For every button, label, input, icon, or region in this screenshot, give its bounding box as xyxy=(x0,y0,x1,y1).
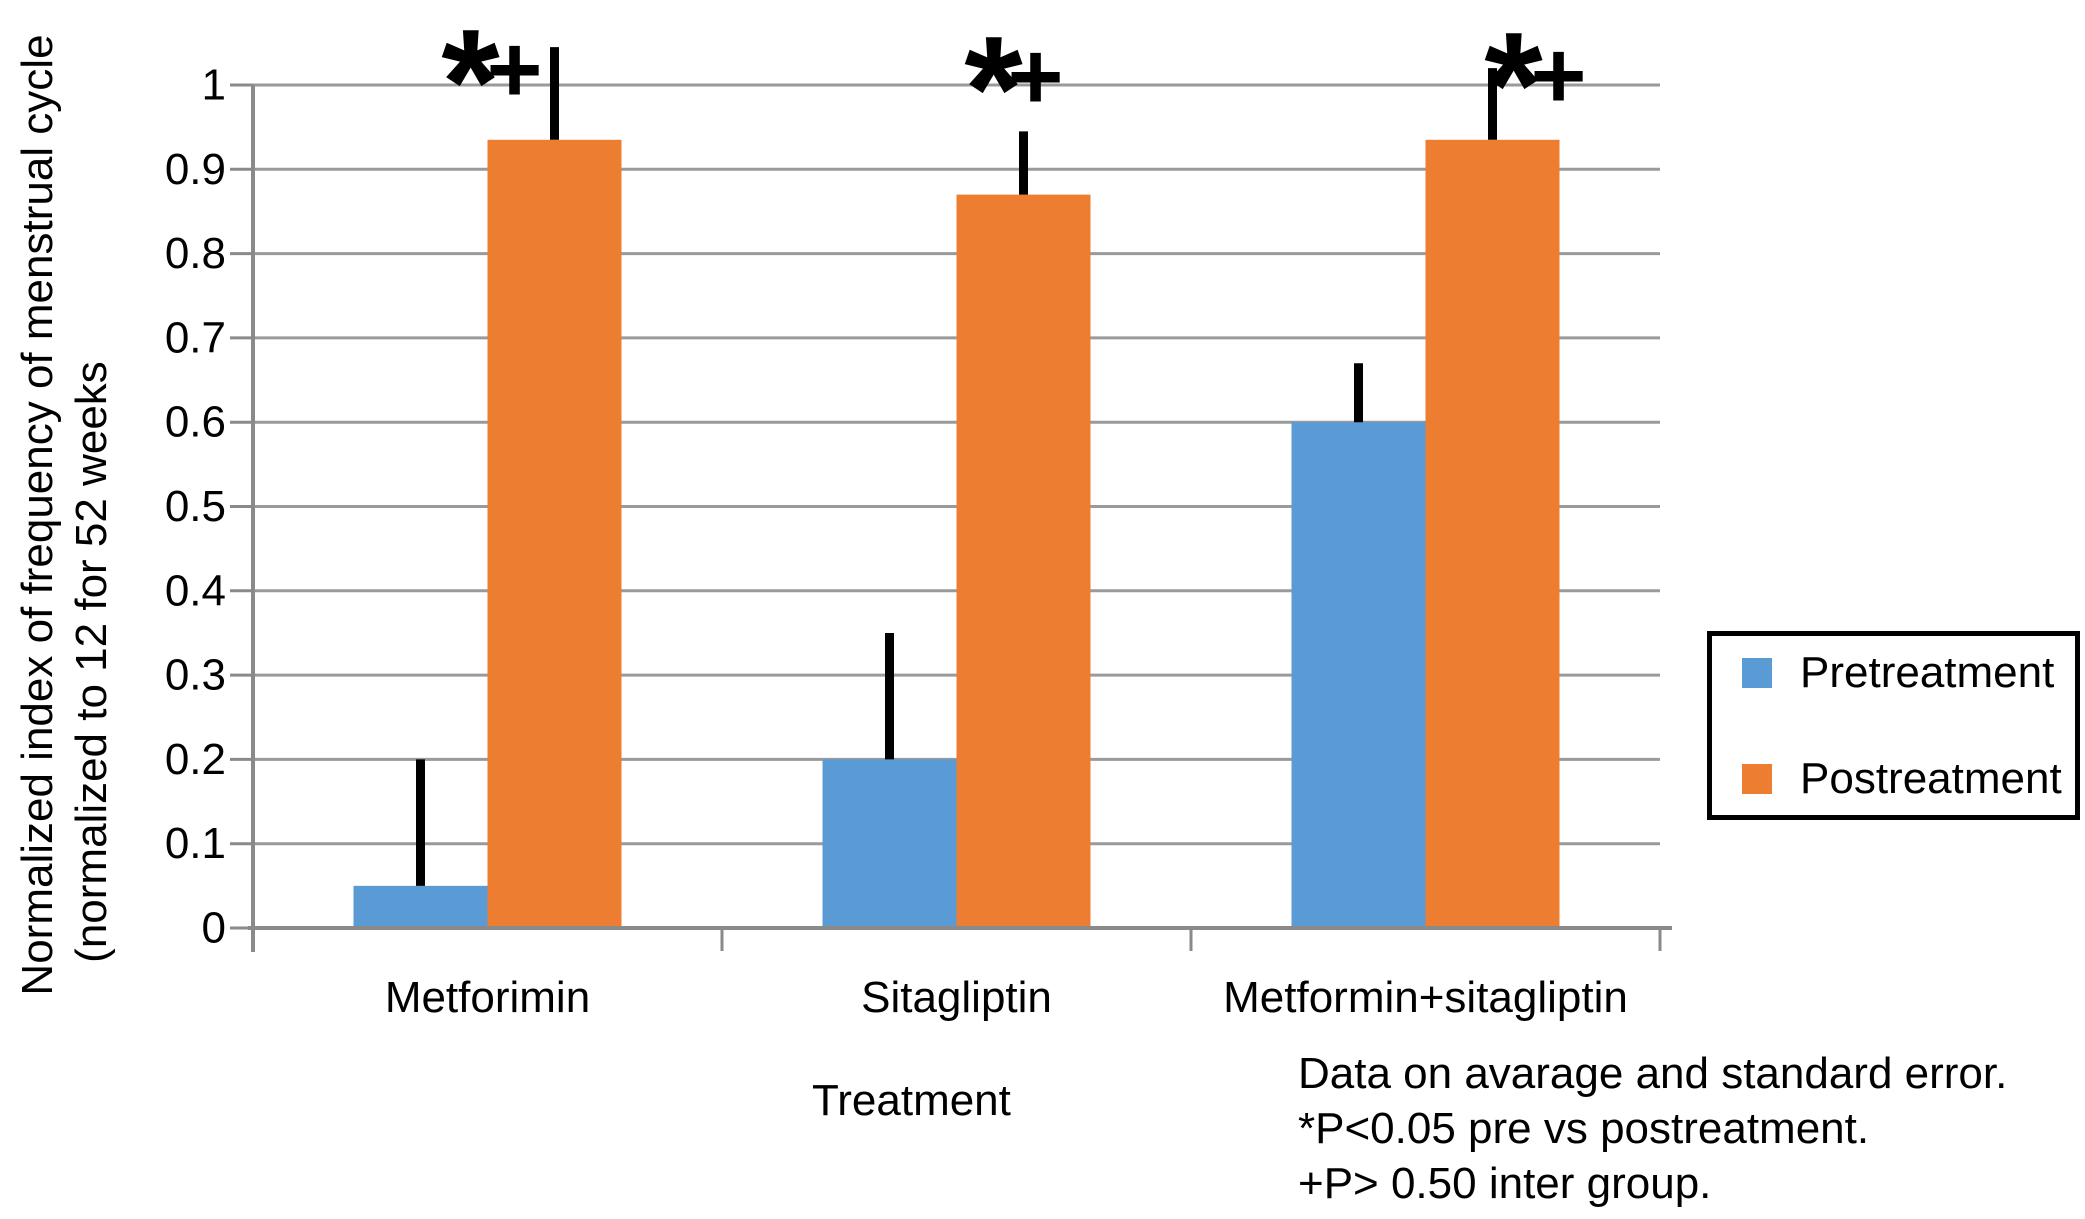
legend-row-pretreatment: Pretreatment xyxy=(1742,647,2075,697)
annotation-star: * xyxy=(1484,1,1543,169)
footnote-line-1: Data on avarage and standard error. xyxy=(1298,1049,2008,1098)
y-tick-label: 0.2 xyxy=(165,735,226,784)
y-tick-label: 0.8 xyxy=(165,229,226,278)
category-label: Sitagliptin xyxy=(861,973,1052,1022)
annotation-star: * xyxy=(964,5,1023,173)
footnote: Data on avarage and standard error. *P<0… xyxy=(1298,1046,2007,1211)
y-tick-label: 0.7 xyxy=(165,313,226,362)
postreatment-legend-label: Postreatment xyxy=(1800,753,2062,803)
legend: Pretreatment Postreatment xyxy=(1707,631,2080,820)
x-axis-title: Treatment xyxy=(812,1076,1011,1125)
annotation-plus: + xyxy=(486,16,542,123)
annotation-plus: + xyxy=(1530,22,1586,129)
footnote-line-3: +P> 0.50 inter group. xyxy=(1298,1159,1712,1208)
y-tick-label: 0 xyxy=(202,904,226,953)
annotation-plus: + xyxy=(1007,23,1063,130)
y-tick-label: 0.9 xyxy=(165,145,226,194)
pretreatment-swatch xyxy=(1742,657,1772,688)
category-label: Metforimin xyxy=(385,973,590,1022)
y-tick-label: 0.1 xyxy=(165,819,226,868)
y-tick-label: 0.3 xyxy=(165,651,226,700)
bar-postreatment xyxy=(956,194,1091,929)
y-tick-label: 0.4 xyxy=(165,566,226,615)
postreatment-swatch xyxy=(1742,763,1772,794)
bar-pretreatment xyxy=(822,759,957,928)
bar-postreatment xyxy=(487,139,622,929)
pretreatment-legend-label: Pretreatment xyxy=(1800,647,2055,697)
category-label: Metformin+sitagliptin xyxy=(1223,973,1628,1022)
bar-pretreatment xyxy=(353,885,488,928)
footnote-line-2: *P<0.05 pre vs postreatment. xyxy=(1298,1104,1870,1153)
legend-row-postreatment: Postreatment xyxy=(1742,753,2075,803)
bar-postreatment xyxy=(1425,139,1560,929)
annotation-star: * xyxy=(441,0,500,166)
y-tick-label: 1 xyxy=(202,61,226,110)
y-tick-label: 0.6 xyxy=(165,398,226,447)
bar-pretreatment xyxy=(1291,422,1426,928)
y-tick-label: 0.5 xyxy=(165,482,226,531)
